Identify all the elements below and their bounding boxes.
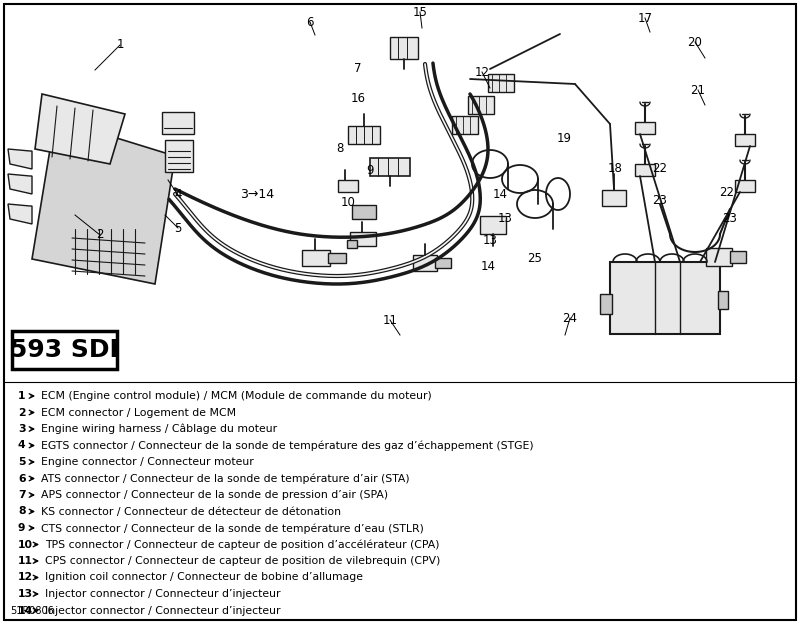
Text: 2: 2 [18,407,26,417]
Bar [338,180,358,192]
Text: 7: 7 [18,490,26,500]
Bar [610,262,720,334]
Text: CTS connector / Connecteur de la sonde de température d’eau (STLR): CTS connector / Connecteur de la sonde d… [41,523,424,534]
Bar [165,140,193,172]
Bar [730,251,746,263]
Text: 12: 12 [474,66,490,79]
Text: 19: 19 [557,132,571,145]
Bar [162,112,194,134]
Text: 10: 10 [341,197,355,210]
Bar [12,331,117,369]
Text: EGTS connector / Connecteur de la sonde de température des gaz d’échappement (ST: EGTS connector / Connecteur de la sonde … [41,441,534,451]
Bar [435,258,451,268]
Text: 22: 22 [719,185,734,198]
Text: 15: 15 [413,6,427,19]
Polygon shape [35,94,125,164]
Text: 16: 16 [350,92,366,104]
Text: 24: 24 [562,311,578,324]
Text: KS connector / Connecteur de détecteur de détonation: KS connector / Connecteur de détecteur d… [41,507,341,517]
Bar [735,134,755,146]
Text: Ignition coil connector / Connecteur de bobine d’allumage: Ignition coil connector / Connecteur de … [45,572,363,582]
Bar [328,253,346,263]
Bar [718,291,728,309]
Text: 12: 12 [18,572,33,582]
Bar [735,180,755,192]
Text: 14: 14 [493,188,507,202]
Text: 3→14: 3→14 [240,188,274,202]
Text: 8: 8 [336,142,344,155]
Bar [488,74,514,92]
Text: Injector connector / Connecteur d’injecteur: Injector connector / Connecteur d’inject… [45,605,281,615]
Text: 5: 5 [174,222,182,235]
Text: 2: 2 [96,228,104,241]
Text: 7: 7 [354,62,362,74]
Bar [706,248,732,266]
Bar [350,232,376,246]
Text: 10: 10 [18,540,33,550]
Text: 17: 17 [638,11,653,24]
Text: 25: 25 [527,251,542,265]
Text: Engine wiring harness / Câblage du moteur: Engine wiring harness / Câblage du moteu… [41,424,277,434]
Bar [635,122,655,134]
Text: APS connector / Connecteur de la sonde de pression d’air (SPA): APS connector / Connecteur de la sonde d… [41,490,388,500]
Text: 4: 4 [18,441,26,451]
Text: Engine connector / Connecteur moteur: Engine connector / Connecteur moteur [41,457,254,467]
Polygon shape [8,149,32,169]
Text: ECM (Engine control module) / MCM (Module de commande du moteur): ECM (Engine control module) / MCM (Modul… [41,391,432,401]
Text: 4: 4 [174,188,182,202]
Bar [600,294,612,314]
Text: 6: 6 [306,16,314,29]
Text: 20: 20 [687,36,702,49]
Bar [370,158,410,176]
Text: ECM connector / Logement de MCM: ECM connector / Logement de MCM [41,407,236,417]
Bar [635,164,655,176]
Bar [468,96,494,114]
Bar [352,205,376,219]
Polygon shape [32,119,175,284]
Bar [413,255,437,271]
Text: 9: 9 [366,163,374,177]
Bar [480,216,506,234]
Bar [390,37,418,59]
Text: 21: 21 [690,84,706,97]
Text: 1: 1 [116,39,124,52]
Text: 14: 14 [18,605,33,615]
Text: 3: 3 [18,424,26,434]
Text: 593 SDI: 593 SDI [10,338,118,362]
Text: 13: 13 [18,589,33,599]
Text: 5: 5 [18,457,26,467]
Text: 23: 23 [722,212,738,225]
Text: 22: 22 [653,162,667,175]
Bar [302,250,330,266]
Bar [348,126,380,144]
Text: Injector connector / Connecteur d’injecteur: Injector connector / Connecteur d’inject… [45,589,281,599]
Polygon shape [8,204,32,224]
Text: 1: 1 [18,391,26,401]
Text: 18: 18 [607,162,622,175]
Bar [347,240,357,248]
Text: 9: 9 [18,523,26,533]
Text: 8: 8 [18,507,26,517]
Text: 23: 23 [653,193,667,207]
Text: 13: 13 [498,212,513,225]
Text: CPS connector / Connecteur de capteur de position de vilebrequin (CPV): CPS connector / Connecteur de capteur de… [45,556,440,566]
Bar [602,190,626,206]
Text: 13: 13 [482,233,498,246]
Text: 11: 11 [18,556,33,566]
Text: 51R0806: 51R0806 [10,606,54,616]
Text: 11: 11 [382,313,398,326]
Bar [452,116,478,134]
Text: TPS connector / Connecteur de capteur de position d’accélérateur (CPA): TPS connector / Connecteur de capteur de… [45,540,439,550]
Text: 6: 6 [18,474,26,484]
Text: ATS connector / Connecteur de la sonde de température d’air (STA): ATS connector / Connecteur de la sonde d… [41,474,410,484]
Text: 14: 14 [481,260,495,273]
Polygon shape [8,174,32,194]
